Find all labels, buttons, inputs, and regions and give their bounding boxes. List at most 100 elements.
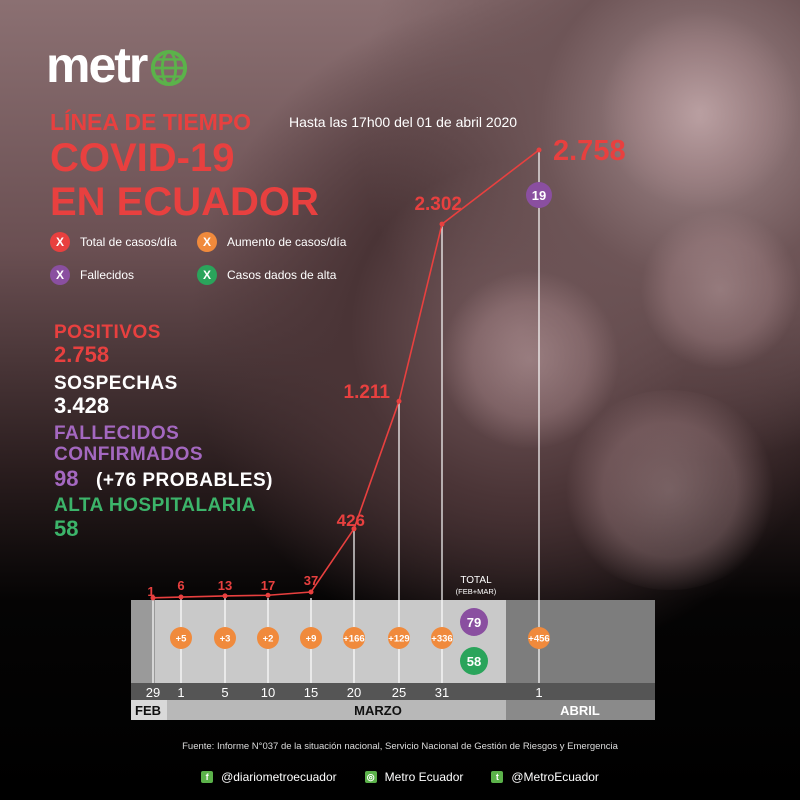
fallecidos-label-2: CONFIRMADOS bbox=[54, 444, 204, 465]
sospechas-value: 3.428 bbox=[54, 393, 110, 418]
total-sub-label: (FEB+MAR) bbox=[456, 587, 497, 596]
legend-marker-recovered: X bbox=[197, 265, 217, 285]
x-tick-label: 29 bbox=[146, 685, 160, 700]
chart-marks: 1 6 13 17 37 426 1.211 2.302 2.758 +5 +3 +2 +9 +166 +1… bbox=[147, 135, 626, 675]
total-recovered-dot bbox=[460, 647, 488, 675]
positivos-value: 2.758 bbox=[54, 342, 110, 367]
instagram-handle: Metro Ecuador bbox=[384, 770, 464, 784]
total-data-label: 37 bbox=[304, 573, 318, 588]
twitter-link[interactable]: t @MetroEcuador bbox=[491, 770, 599, 784]
legend-marker-increase: X bbox=[197, 232, 217, 252]
month-april-cell bbox=[506, 700, 655, 720]
increase-label: +2 bbox=[263, 634, 274, 645]
globe-icon bbox=[151, 49, 188, 87]
total-cases-line bbox=[150, 147, 542, 601]
page-title: COVID-19 EN ECUADOR bbox=[50, 136, 319, 224]
facebook-icon: f bbox=[201, 771, 214, 783]
increase-label: +166 bbox=[343, 634, 364, 645]
month-feb-cell bbox=[131, 700, 167, 720]
band-feb bbox=[131, 600, 155, 683]
increase-dot bbox=[388, 627, 410, 649]
total-point bbox=[222, 593, 228, 599]
legend-marker-total: X bbox=[50, 232, 70, 252]
increase-label: +3 bbox=[220, 634, 231, 645]
fallecidos-label-1: FALLECIDOS bbox=[54, 423, 180, 444]
legend-item-recovered: X Casos dados de alta bbox=[197, 265, 336, 285]
tick-band bbox=[131, 683, 655, 700]
fallecidos-probables: (+76 PROBABLES) bbox=[96, 470, 273, 491]
virus-decoration bbox=[640, 210, 800, 370]
total-deaths-value: 79 bbox=[467, 615, 481, 630]
date-note: Hasta las 17h00 del 01 de abril 2020 bbox=[289, 114, 518, 130]
total-point bbox=[150, 595, 156, 601]
legend-item-total: X Total de casos/día bbox=[50, 232, 177, 252]
total-point bbox=[308, 589, 314, 595]
x-tick-label: 15 bbox=[304, 685, 318, 700]
legend-item-deaths: X Fallecidos bbox=[50, 265, 134, 285]
twitter-handle: @MetroEcuador bbox=[511, 770, 599, 784]
total-data-label: 1 bbox=[147, 584, 154, 599]
logo-text: metr bbox=[46, 37, 148, 93]
legend-item-increase: X Aumento de casos/día bbox=[197, 232, 346, 252]
legend-label-deaths: Fallecidos bbox=[80, 268, 135, 282]
instagram-icon: ◎ bbox=[364, 771, 377, 783]
total-data-label: 6 bbox=[177, 578, 184, 593]
legend-label-total: Total de casos/día bbox=[80, 235, 177, 249]
month-label: MARZO bbox=[354, 703, 402, 718]
april-deaths-dot bbox=[526, 182, 552, 208]
x-tick-label: 1 bbox=[535, 685, 542, 700]
sospechas-label: SOSPECHAS bbox=[54, 373, 178, 394]
increase-label: +336 bbox=[431, 634, 452, 645]
total-recovered-value: 58 bbox=[467, 654, 481, 669]
title-line-2: EN ECUADOR bbox=[50, 180, 319, 224]
x-tick-label: 1 bbox=[177, 685, 184, 700]
metro-logo: metr bbox=[46, 40, 188, 90]
x-tick-label: 20 bbox=[347, 685, 361, 700]
total-data-label: 13 bbox=[218, 578, 232, 593]
increase-label: +129 bbox=[388, 634, 409, 645]
facebook-link[interactable]: f @diariometroecuador bbox=[201, 770, 337, 784]
social-links: f @diariometroecuador ◎ Metro Ecuador t … bbox=[0, 770, 800, 784]
april-deaths-value: 19 bbox=[532, 188, 546, 203]
alta-label: ALTA HOSPITALARIA bbox=[54, 495, 256, 516]
legend-marker-deaths: X bbox=[50, 265, 70, 285]
total-data-label: 17 bbox=[261, 578, 275, 593]
total-data-label: 426 bbox=[337, 511, 365, 530]
source-note: Fuente: Informe N°037 de la situación na… bbox=[182, 741, 618, 752]
virus-decoration bbox=[600, 10, 800, 210]
x-tick-label: 10 bbox=[261, 685, 275, 700]
increase-dot bbox=[214, 627, 236, 649]
increase-dot bbox=[528, 627, 550, 649]
increase-label: +5 bbox=[176, 634, 188, 645]
increase-label: +456 bbox=[528, 634, 549, 645]
positivos-label: POSITIVOS bbox=[54, 322, 161, 343]
total-point bbox=[265, 592, 271, 598]
total-point bbox=[178, 594, 184, 600]
twitter-icon: t bbox=[491, 771, 504, 783]
x-tick-label: 25 bbox=[392, 685, 406, 700]
alta-value: 58 bbox=[54, 516, 79, 541]
total-point bbox=[439, 221, 445, 227]
increase-dot bbox=[300, 627, 322, 649]
x-tick-label: 31 bbox=[435, 685, 449, 700]
total-data-label: 2.302 bbox=[414, 194, 462, 215]
increase-dot bbox=[343, 627, 365, 649]
increase-dot bbox=[431, 627, 453, 649]
increase-label: +9 bbox=[306, 634, 317, 645]
total-data-label: 1.211 bbox=[344, 382, 391, 403]
instagram-link[interactable]: ◎ Metro Ecuador bbox=[364, 770, 464, 784]
x-tick-label: 5 bbox=[221, 685, 228, 700]
facebook-handle: @diariometroecuador bbox=[221, 770, 337, 784]
total-cases-polyline bbox=[152, 149, 540, 599]
legend-label-recovered: Casos dados de alta bbox=[227, 268, 337, 282]
total-deaths-dot bbox=[460, 608, 488, 636]
total-point bbox=[351, 526, 357, 532]
month-label: ABRIL bbox=[560, 703, 600, 718]
total-point bbox=[396, 398, 402, 404]
fallecidos-value: 98 bbox=[54, 466, 79, 491]
total-label: TOTAL bbox=[460, 575, 492, 586]
total-data-label: 2.758 bbox=[553, 135, 626, 167]
timeline-title: LÍNEA DE TIEMPO bbox=[50, 109, 252, 135]
